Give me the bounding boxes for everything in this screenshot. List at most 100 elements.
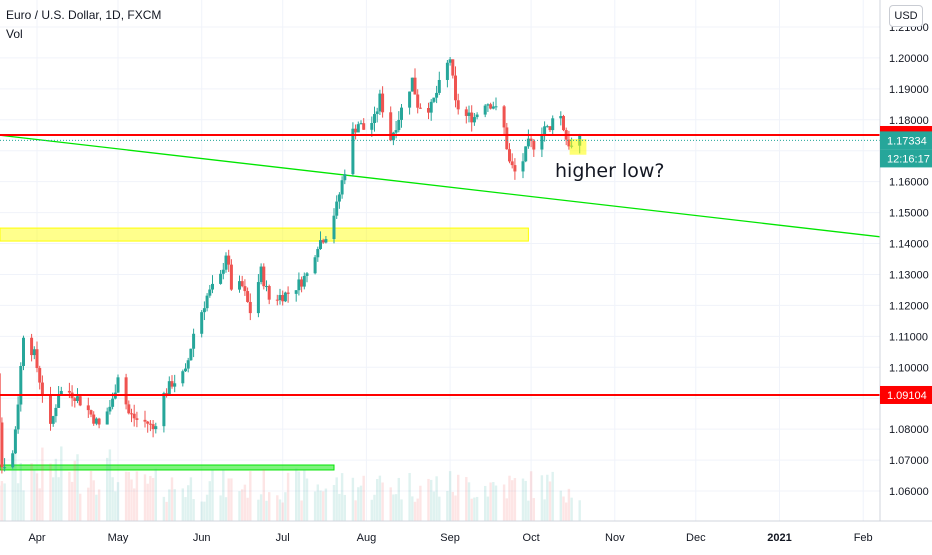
candle-body xyxy=(219,274,222,284)
candle-body xyxy=(14,429,17,453)
volume-bar xyxy=(276,495,278,521)
volume-bar xyxy=(187,485,189,521)
volume-bar xyxy=(392,494,394,521)
volume-bar xyxy=(114,491,116,521)
candle-body xyxy=(241,281,244,286)
candle-body xyxy=(465,109,468,116)
candle-body xyxy=(206,296,209,308)
volume-bar xyxy=(530,471,532,521)
candle-body xyxy=(376,111,379,114)
volume-bar xyxy=(49,464,51,521)
volume-bar xyxy=(565,503,567,521)
candle-body xyxy=(22,338,25,366)
volume-bar xyxy=(395,494,397,521)
y-tick-label: 1.14000 xyxy=(889,239,929,251)
candle-body xyxy=(451,59,454,75)
volume-bar xyxy=(263,469,265,521)
volume-bar xyxy=(228,478,230,521)
candle-body xyxy=(173,383,176,386)
candle-body xyxy=(522,161,525,171)
volume-bar xyxy=(68,472,70,521)
candle-body xyxy=(49,395,52,424)
candle-body xyxy=(343,174,346,180)
volume-bar xyxy=(238,491,240,521)
volume-bar xyxy=(76,454,78,521)
x-tick-label: Sep xyxy=(440,532,460,544)
candle-body xyxy=(532,141,535,150)
volume-bar xyxy=(287,473,289,521)
x-tick-label: May xyxy=(108,532,129,544)
volume-bar xyxy=(133,488,135,521)
candle-body xyxy=(543,126,546,135)
candle-body xyxy=(108,407,111,412)
candle-body xyxy=(303,276,306,287)
candle-body xyxy=(486,104,489,105)
volume-bar xyxy=(400,499,402,521)
candle-body xyxy=(357,124,360,132)
candle-body xyxy=(284,293,287,302)
candle-body xyxy=(152,424,155,429)
volume-bar xyxy=(492,482,494,521)
candle-body xyxy=(225,256,228,270)
y-tick-label: 1.12000 xyxy=(889,300,929,312)
candle-body xyxy=(208,290,211,296)
candle-body xyxy=(306,273,309,276)
higher-low-highlight xyxy=(570,139,587,155)
volume-bar xyxy=(155,469,157,521)
candle-body xyxy=(54,408,57,416)
candle-body xyxy=(316,249,319,257)
candle-body xyxy=(546,126,549,127)
candle-body xyxy=(341,180,344,194)
candle-body xyxy=(111,399,114,407)
volume-bar xyxy=(211,470,213,521)
volume-bar xyxy=(381,482,383,521)
price-tag-label: 1.17334 xyxy=(887,135,927,147)
candle-body xyxy=(276,300,279,301)
candle-body xyxy=(200,312,203,334)
volume-bar xyxy=(371,500,373,521)
volume-bar xyxy=(87,488,89,521)
volume-bar xyxy=(319,491,321,521)
volume-bar xyxy=(446,491,448,521)
volume-bar xyxy=(570,498,572,521)
y-tick-label: 1.13000 xyxy=(889,269,929,281)
volume-bar xyxy=(282,502,284,521)
volume-bar xyxy=(390,487,392,521)
volume-bar xyxy=(300,500,302,521)
volume-bar xyxy=(209,481,211,521)
volume-bar xyxy=(109,449,111,521)
candle-body xyxy=(446,63,449,80)
candle-body xyxy=(36,349,39,368)
volume-bar xyxy=(265,501,267,521)
currency-button[interactable]: USD xyxy=(889,5,923,27)
time-axis-bg xyxy=(0,521,932,550)
volume-bar xyxy=(560,491,562,521)
volume-bar xyxy=(562,497,564,521)
volume-bar xyxy=(30,463,32,521)
volume-bar xyxy=(473,498,475,521)
candle-body xyxy=(395,130,398,133)
candle-body xyxy=(505,127,508,149)
volume-bar xyxy=(546,475,548,521)
candle-body xyxy=(0,373,1,422)
volume-bar xyxy=(201,502,203,521)
y-tick-label: 1.08000 xyxy=(889,424,929,436)
candle-body xyxy=(457,100,460,109)
x-tick-label: Feb xyxy=(854,532,873,544)
candle-body xyxy=(314,257,317,273)
volume-bar xyxy=(203,502,205,521)
candle-body xyxy=(41,383,44,395)
y-tick-label: 1.10000 xyxy=(889,362,929,374)
candle-body xyxy=(484,106,487,115)
volume-bar xyxy=(352,478,354,521)
candle-body xyxy=(171,381,174,386)
candle-body xyxy=(476,115,479,118)
candle-body xyxy=(211,284,214,290)
candle-body xyxy=(540,135,543,149)
candle-body xyxy=(144,420,147,422)
volume-bar xyxy=(568,489,570,521)
candle-body xyxy=(411,78,414,92)
volume-bar xyxy=(354,500,356,521)
